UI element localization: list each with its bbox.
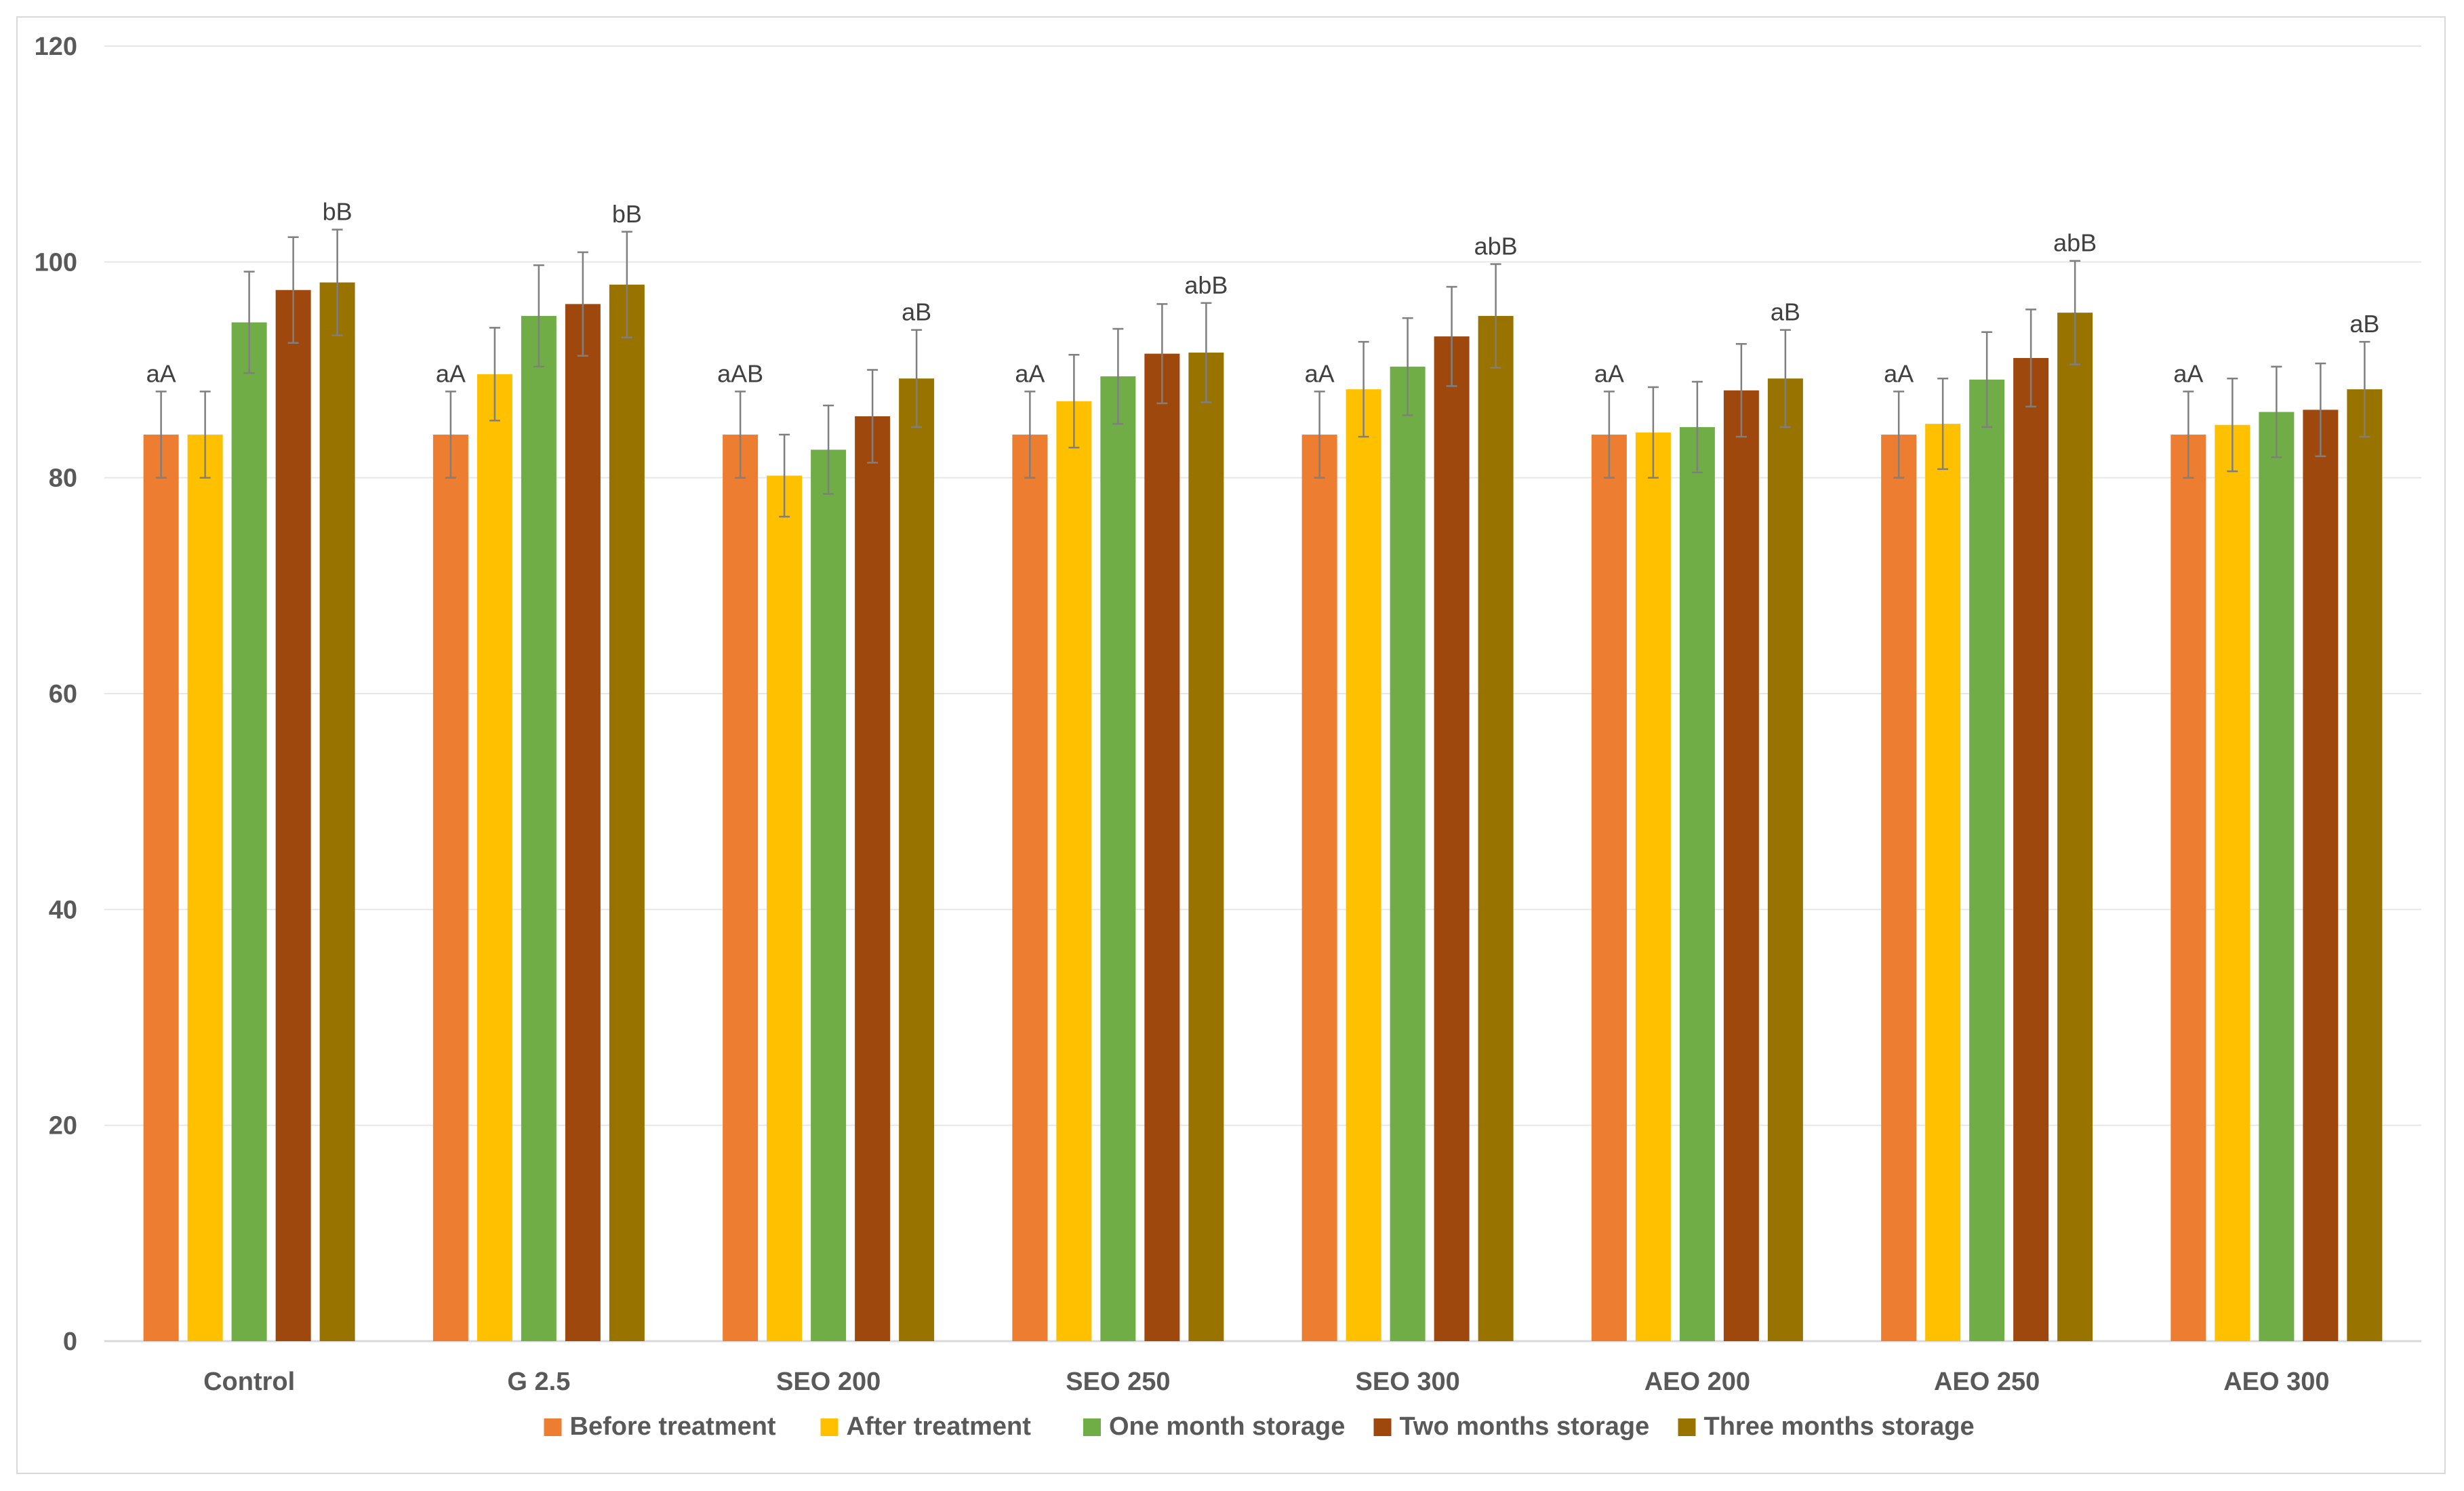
significance-letter: bB (323, 198, 352, 226)
legend-label: One month storage (1109, 1412, 1345, 1441)
y-tick-label: 80 (49, 464, 77, 493)
bar-three-months-storage (1478, 315, 1514, 1342)
bar-three-months-storage (2057, 313, 2093, 1342)
significance-letter: aB (902, 298, 931, 326)
significance-letter: aA (146, 359, 176, 387)
bar-one-month-storage (1679, 426, 1715, 1341)
legend-swatch (1373, 1418, 1392, 1436)
bar-one-month-storage (231, 322, 267, 1341)
bar-after-treatment (187, 435, 223, 1341)
legend-label: After treatment (847, 1412, 1032, 1441)
x-category-label: Control (203, 1368, 295, 1396)
bar-before-treatment (1012, 435, 1048, 1341)
y-tick-label: 40 (49, 896, 77, 924)
bar-after-treatment (477, 374, 512, 1341)
bar-before-treatment (1591, 435, 1627, 1341)
y-tick-label: 0 (63, 1328, 77, 1356)
legend-label: Three months storage (1704, 1412, 1975, 1441)
bar-two-months-storage (2303, 410, 2339, 1342)
bar-two-months-storage (1434, 336, 1470, 1341)
legend-label: Two months storage (1400, 1412, 1650, 1441)
bar-after-treatment (1925, 424, 1961, 1342)
significance-letter: aB (2349, 310, 2379, 338)
significance-letter: abB (2053, 229, 2097, 257)
significance-letter: aA (1305, 359, 1335, 387)
bar-two-months-storage (2013, 357, 2049, 1341)
x-category-label: AEO 200 (1644, 1368, 1750, 1396)
y-tick-label: 100 (35, 248, 77, 277)
significance-letter: aAB (717, 359, 763, 387)
legend-label: Before treatment (570, 1412, 776, 1441)
bar-three-months-storage (609, 284, 645, 1342)
bar-three-months-storage (2347, 389, 2383, 1341)
bar-before-treatment (432, 435, 468, 1341)
x-category-label: SEO 300 (1356, 1368, 1460, 1396)
bar-after-treatment (2215, 424, 2250, 1341)
bar-one-month-storage (1390, 366, 1426, 1341)
significance-letter: abB (1184, 271, 1228, 299)
x-category-label: G 2.5 (507, 1368, 570, 1396)
chart-frame: 0 20 40 60 80 100 120 Control G 2.5 SEO 200 SEO 25… (16, 16, 2446, 1474)
significance-letter: aA (2173, 359, 2203, 387)
bar-two-months-storage (275, 290, 311, 1341)
legend-swatch (544, 1418, 562, 1436)
significance-letter: bB (612, 200, 642, 228)
bar-three-months-storage (1188, 353, 1224, 1341)
bar-before-treatment (143, 435, 179, 1341)
bar-two-months-storage (565, 304, 601, 1341)
legend-swatch (820, 1418, 839, 1436)
significance-letter: abB (1474, 233, 1518, 260)
bar-two-months-storage (855, 416, 891, 1341)
legend-swatch (1083, 1418, 1101, 1436)
bar-three-months-storage (899, 378, 935, 1341)
bar-one-month-storage (521, 315, 557, 1342)
bar-three-months-storage (319, 282, 355, 1342)
bar-before-treatment (1301, 435, 1337, 1341)
y-tick-label: 120 (35, 33, 77, 61)
bar-after-treatment (767, 475, 803, 1341)
bar-two-months-storage (1723, 390, 1759, 1341)
x-category-label: SEO 250 (1066, 1368, 1170, 1396)
y-tick-label: 20 (49, 1112, 77, 1140)
x-category-label: SEO 200 (776, 1368, 881, 1396)
bar-after-treatment (1635, 432, 1671, 1341)
significance-letter: aA (1015, 359, 1045, 387)
bar-before-treatment (2170, 435, 2206, 1341)
significance-letter: aB (1771, 298, 1800, 326)
significance-letter: aA (1594, 359, 1624, 387)
bar-one-month-storage (811, 450, 847, 1341)
bar-one-month-storage (2259, 412, 2295, 1342)
bar-three-months-storage (1767, 378, 1803, 1341)
legend-swatch (1678, 1418, 1696, 1436)
bar-chart: 0 20 40 60 80 100 120 Control G 2.5 SEO 200 SEO 25… (35, 33, 2421, 1441)
x-category-label: AEO 300 (2223, 1368, 2329, 1396)
bar-before-treatment (1881, 435, 1917, 1341)
bar-one-month-storage (1100, 376, 1136, 1341)
significance-letter: aA (1884, 359, 1914, 387)
y-tick-label: 60 (49, 680, 77, 709)
bar-two-months-storage (1144, 353, 1180, 1341)
significance-letter: aA (436, 359, 466, 387)
x-category-label: AEO 250 (1934, 1368, 2040, 1396)
bar-after-treatment (1056, 401, 1092, 1341)
bar-after-treatment (1346, 389, 1381, 1341)
bar-before-treatment (723, 435, 759, 1341)
bar-one-month-storage (1969, 379, 2005, 1342)
